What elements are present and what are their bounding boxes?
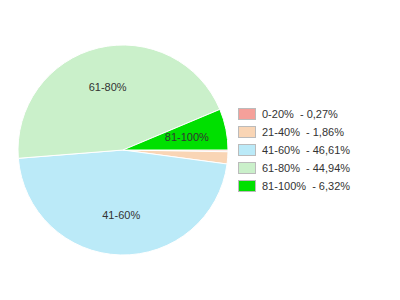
svg-text:61-80%: 61-80% [89, 81, 127, 93]
html-text:61-80% - 44,94%: 61-80% - 44,94% [262, 162, 351, 174]
html-text:21-40% - 1,86%: 21-40% - 1,86% [262, 126, 344, 138]
html-text:0-20% - 0,27%: 0-20% - 0,27% [262, 108, 338, 120]
html-text:41-60% - 46,61%: 41-60% - 46,61% [262, 144, 351, 156]
svg-text:81-100%: 81-100% [165, 131, 209, 143]
html-text:81-100% - 6,32%: 81-100% - 6,32% [262, 180, 351, 192]
svg-text:41-60%: 41-60% [102, 209, 140, 221]
